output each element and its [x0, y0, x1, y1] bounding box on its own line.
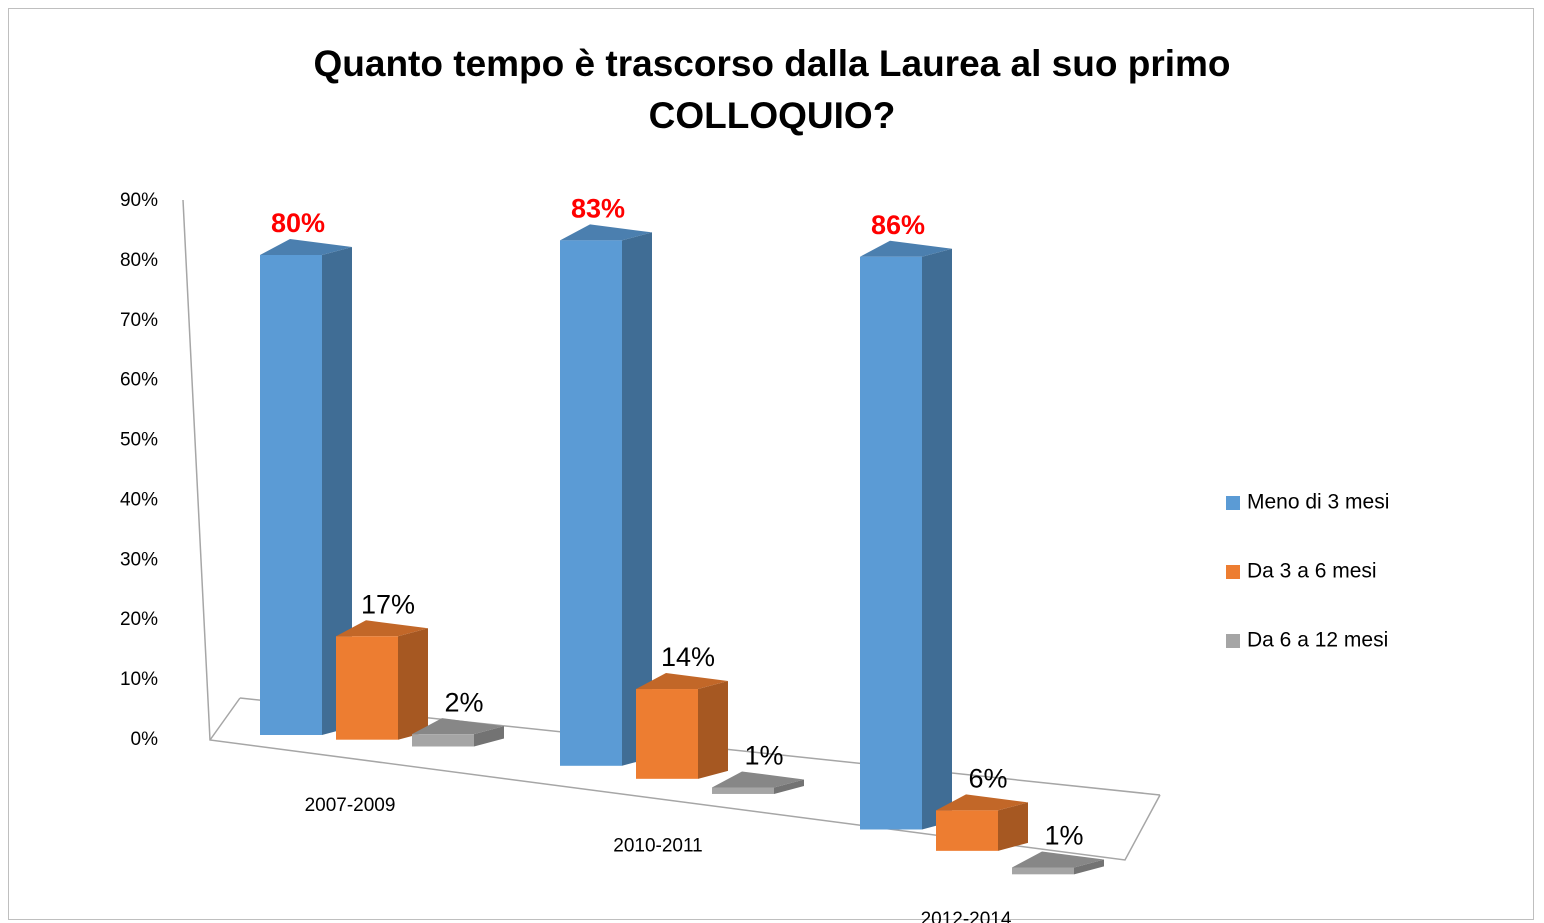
y-tick-label: 0%	[131, 729, 159, 750]
value-label: 83%	[571, 194, 625, 224]
value-label: 6%	[968, 764, 1007, 794]
y-tick-label: 40%	[120, 489, 158, 510]
floor-edge	[209, 697, 241, 741]
bar	[936, 794, 1028, 851]
value-label: 14%	[661, 642, 715, 672]
bar-side	[1074, 859, 1104, 875]
legend-swatch	[1226, 634, 1240, 648]
bar-front	[560, 240, 622, 766]
bar-side	[622, 232, 652, 766]
bar-side	[474, 726, 504, 747]
value-label: 1%	[1044, 821, 1083, 851]
bar	[712, 771, 804, 794]
bar-top	[636, 673, 728, 690]
x-tick-label: 2010-2011	[613, 835, 702, 856]
bar-top	[560, 224, 652, 241]
bar-top	[260, 239, 352, 255]
chart-frame	[8, 8, 1534, 920]
bar	[336, 620, 428, 740]
chart-title: Quanto tempo è trascorso dalla Laurea al…	[313, 43, 1231, 136]
x-tick-label: 2007-2009	[305, 795, 396, 816]
y-tick-label: 60%	[120, 370, 158, 391]
legend-swatch	[1226, 565, 1240, 579]
value-label: 17%	[361, 589, 415, 619]
y-tick-label: 90%	[120, 190, 158, 211]
legend-swatch	[1226, 496, 1240, 510]
bar-top	[336, 620, 428, 637]
y-tick-label: 80%	[120, 250, 158, 271]
x-tick-label: 2012-2014	[921, 909, 1012, 923]
bar-front	[712, 787, 774, 794]
value-label: 2%	[444, 687, 483, 717]
legend-label: Da 6 a 12 mesi	[1247, 629, 1388, 652]
value-label: 80%	[271, 208, 325, 238]
y-tick-label: 10%	[120, 669, 158, 690]
bar	[1012, 851, 1104, 875]
value-label: 1%	[744, 741, 783, 771]
bar-top	[936, 794, 1028, 811]
bar-top	[860, 240, 952, 257]
legend-label: Meno di 3 mesi	[1247, 491, 1389, 514]
bar	[636, 673, 728, 779]
bar	[560, 224, 652, 766]
bar-top	[712, 771, 804, 788]
bar-front	[936, 810, 998, 851]
bar-front	[636, 689, 698, 779]
bar-front	[860, 256, 922, 830]
bar-side	[998, 802, 1028, 851]
bar-top	[412, 718, 504, 735]
bar-front	[412, 734, 474, 747]
bar-front	[260, 255, 322, 735]
legend-label: Da 3 a 6 mesi	[1247, 560, 1377, 583]
y-tick-label: 70%	[120, 310, 158, 331]
bar	[860, 240, 952, 830]
y-tick-label: 30%	[120, 549, 158, 570]
bar-side	[322, 247, 352, 735]
bar	[412, 718, 504, 747]
value-label: 86%	[871, 210, 925, 240]
bar-side	[922, 248, 952, 830]
bar-side	[398, 628, 428, 740]
bar	[260, 239, 352, 735]
axis-frame	[182, 199, 1161, 861]
y-tick-label: 50%	[120, 430, 158, 451]
bar-front	[1012, 867, 1074, 875]
bar-side	[698, 681, 728, 779]
y-tick-label: 20%	[120, 609, 158, 630]
bar-side	[774, 779, 804, 794]
bar-front	[336, 636, 398, 740]
bar-top	[1012, 851, 1104, 868]
